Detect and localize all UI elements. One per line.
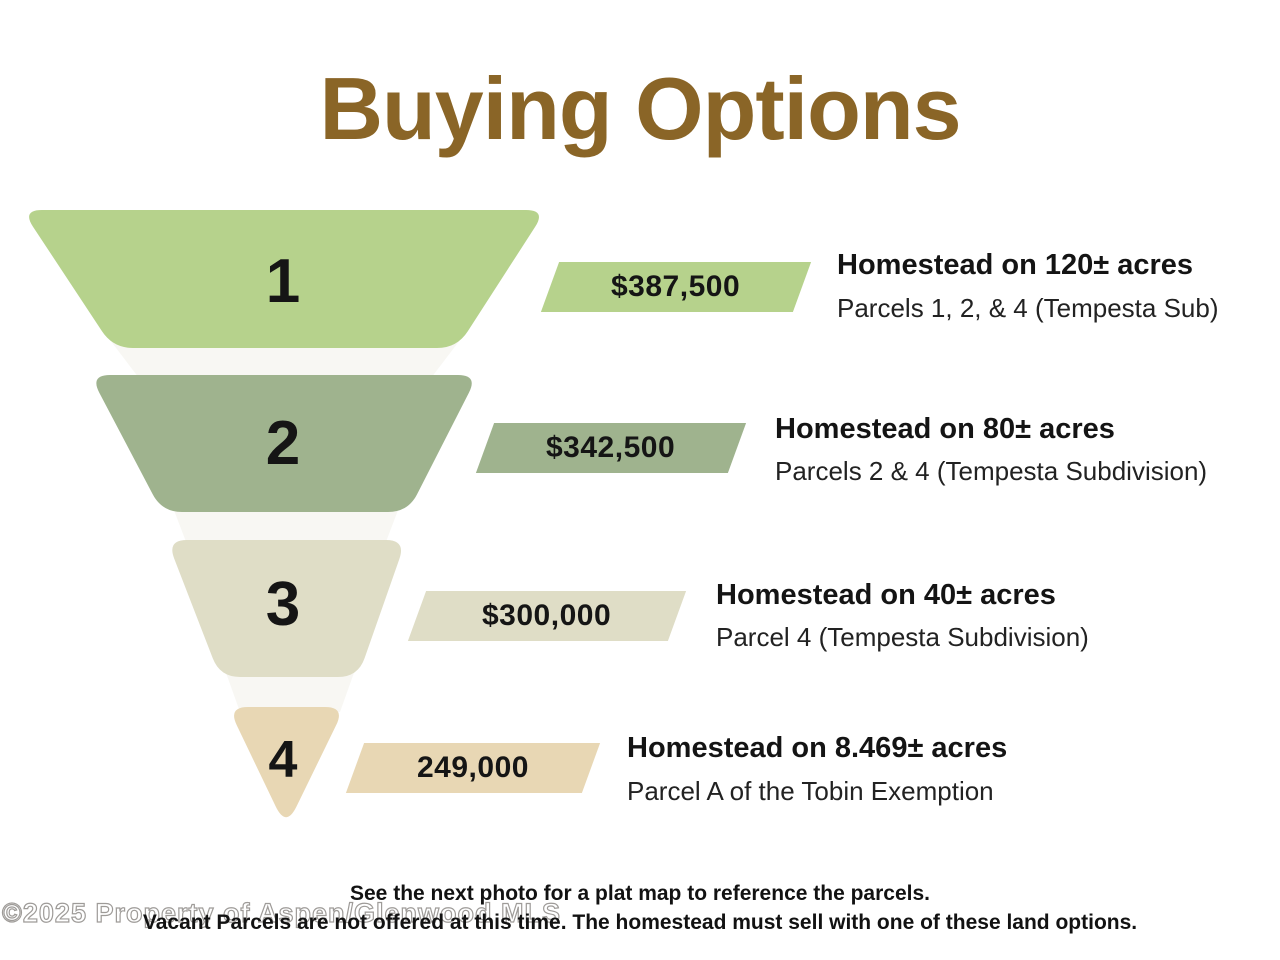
option-subheading-4: Parcel A of the Tobin Exemption bbox=[627, 776, 994, 806]
option-subheading-1: Parcels 1, 2, & 4 (Tempesta Sub) bbox=[837, 293, 1219, 323]
price-label-4: 249,000 bbox=[417, 751, 529, 784]
price-label-3: $300,000 bbox=[482, 599, 612, 632]
price-tag-2: $342,500 bbox=[475, 423, 747, 473]
page-title: Buying Options bbox=[319, 59, 961, 158]
segment-number-3: 3 bbox=[265, 570, 301, 639]
price-tag-1: $387,500 bbox=[540, 262, 812, 312]
funnel-connector-1 bbox=[110, 340, 460, 382]
price-tag-3: $300,000 bbox=[407, 591, 687, 641]
funnel-connector-2 bbox=[172, 505, 400, 547]
footer-note-2: Vacant Parcels are not offered at this t… bbox=[142, 911, 1138, 934]
funnel-segment-1 bbox=[29, 210, 539, 348]
segment-number-4: 4 bbox=[268, 731, 298, 789]
segment-number-1: 1 bbox=[265, 247, 301, 316]
option-heading-3: Homestead on 40± acres bbox=[716, 579, 1056, 611]
funnel-segment-2 bbox=[96, 375, 472, 512]
price-label-2: $342,500 bbox=[546, 431, 676, 464]
option-heading-1: Homestead on 120± acres bbox=[837, 249, 1194, 281]
option-heading-2: Homestead on 80± acres bbox=[775, 413, 1115, 445]
option-subheading-3: Parcel 4 (Tempesta Subdivision) bbox=[716, 622, 1089, 652]
price-label-1: $387,500 bbox=[611, 270, 741, 303]
funnel-segment-4 bbox=[234, 707, 339, 818]
option-heading-4: Homestead on 8.469± acres bbox=[627, 732, 1008, 764]
option-subheading-2: Parcels 2 & 4 (Tempesta Subdivision) bbox=[775, 456, 1208, 486]
funnel-graphic bbox=[29, 210, 539, 818]
funnel-connector-3 bbox=[225, 670, 355, 712]
funnel-segment-3 bbox=[172, 540, 402, 677]
footer-note-1: See the next photo for a plat map to ref… bbox=[350, 882, 930, 905]
segment-number-2: 2 bbox=[265, 409, 301, 478]
price-tag-4: 249,000 bbox=[345, 743, 601, 793]
mls-watermark: ©2025 Property of Aspen/Glenwood MLS bbox=[1, 897, 561, 928]
